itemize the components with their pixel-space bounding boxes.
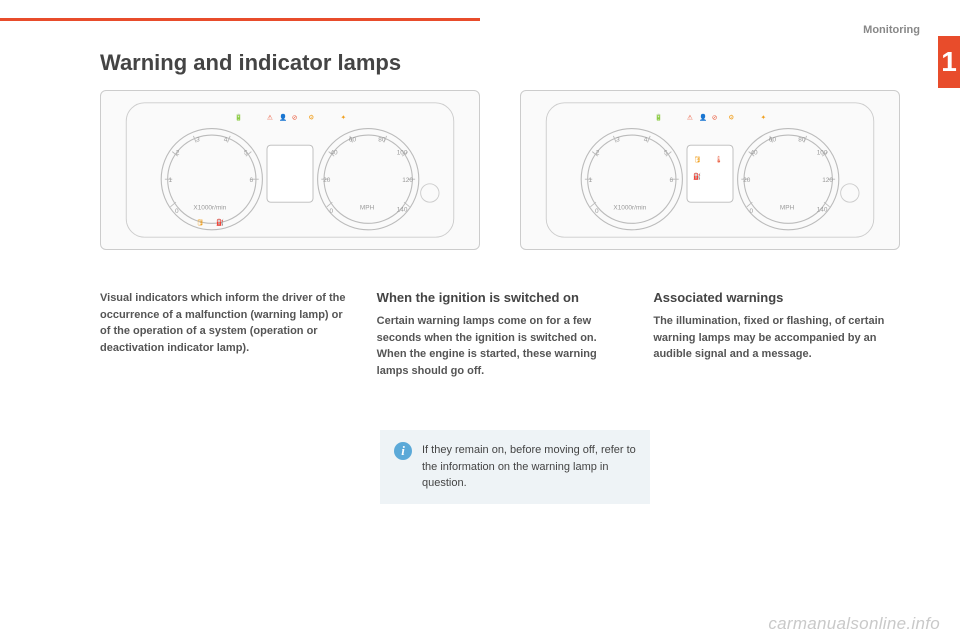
- mph-label: MPH: [360, 205, 375, 212]
- svg-text:👤: 👤: [699, 113, 707, 121]
- column-right: Associated warnings The illumination, fi…: [653, 290, 900, 379]
- svg-text:2: 2: [596, 149, 600, 156]
- svg-text:3: 3: [616, 136, 620, 143]
- chapter-tab: 1: [938, 36, 960, 88]
- fuel-icon: ⛽: [216, 218, 224, 226]
- mph-20: 20: [323, 177, 331, 184]
- instrument-cluster-figure-1: 0 1 2 3 4 5 6 X1000r/min 🛢 ⛽: [100, 90, 480, 250]
- svg-text:🔋: 🔋: [655, 113, 663, 121]
- right-text: The illumination, fixed or flashing, of …: [653, 313, 900, 363]
- rpm-1: 1: [169, 177, 173, 184]
- oil-icon: 🛢: [196, 218, 204, 226]
- top-rule: [0, 18, 480, 21]
- left-text: Visual indicators which inform the drive…: [100, 290, 347, 356]
- column-left: Visual indicators which inform the drive…: [100, 290, 347, 379]
- svg-text:MPH: MPH: [780, 205, 795, 212]
- rpm-3: 3: [196, 136, 200, 143]
- text-columns: Visual indicators which inform the drive…: [100, 290, 900, 379]
- mph-100: 100: [397, 149, 408, 156]
- svg-text:1: 1: [589, 177, 593, 184]
- svg-text:5: 5: [664, 149, 668, 156]
- page-title: Warning and indicator lamps: [100, 50, 401, 76]
- mph-120: 120: [402, 177, 413, 184]
- rpm-6: 6: [250, 177, 254, 184]
- info-text: If they remain on, before moving off, re…: [422, 442, 636, 492]
- page: Monitoring 1 Warning and indicator lamps: [0, 0, 960, 640]
- cluster-svg-2: 0 1 2 3 4 5 6 X1000r/min 🛢 🌡 ⛽: [531, 101, 889, 239]
- column-middle: When the ignition is switched on Certain…: [377, 290, 624, 379]
- rpm-4: 4: [224, 136, 228, 143]
- airbag-icon: 👤: [279, 113, 287, 121]
- figures-row: 0 1 2 3 4 5 6 X1000r/min 🛢 ⛽: [100, 90, 900, 250]
- svg-text:0: 0: [750, 208, 754, 215]
- battery-icon: 🔋: [235, 113, 243, 121]
- svg-text:⚙: ⚙: [728, 114, 734, 121]
- info-box: i If they remain on, before moving off, …: [380, 430, 650, 504]
- screen-oil-icon: 🛢: [693, 156, 701, 164]
- svg-text:140: 140: [817, 206, 828, 213]
- svg-text:⚠: ⚠: [687, 114, 693, 121]
- cluster-svg-1: 0 1 2 3 4 5 6 X1000r/min 🛢 ⛽: [111, 101, 469, 239]
- middle-heading: When the ignition is switched on: [377, 290, 624, 305]
- watermark: carmanualsonline.info: [768, 614, 940, 634]
- rpm-label: X1000r/min: [193, 205, 226, 212]
- svg-text:60: 60: [769, 136, 777, 143]
- right-heading: Associated warnings: [653, 290, 900, 305]
- svg-text:100: 100: [817, 149, 828, 156]
- svg-text:⊘: ⊘: [712, 114, 717, 121]
- info-icon: i: [394, 442, 412, 460]
- svg-text:40: 40: [750, 149, 758, 156]
- seatbelt-icon: ⚠: [267, 114, 273, 121]
- svg-text:X1000r/min: X1000r/min: [613, 205, 646, 212]
- instrument-cluster-figure-2: 0 1 2 3 4 5 6 X1000r/min 🛢 🌡 ⛽: [520, 90, 900, 250]
- svg-text:6: 6: [670, 177, 674, 184]
- svg-text:80: 80: [798, 136, 806, 143]
- section-label: Monitoring: [863, 24, 920, 36]
- brake-icon: ⊘: [292, 114, 297, 121]
- svg-text:4: 4: [644, 136, 648, 143]
- rpm-2: 2: [176, 149, 180, 156]
- screen-temp-icon: 🌡: [715, 156, 723, 164]
- abs-icon: ✦: [341, 114, 346, 121]
- mph-140: 140: [397, 206, 408, 213]
- svg-text:0: 0: [595, 208, 599, 215]
- screen-fuel-icon: ⛽: [693, 172, 701, 180]
- mph-60: 60: [349, 136, 357, 143]
- svg-text:20: 20: [743, 177, 751, 184]
- mph-0: 0: [330, 208, 334, 215]
- svg-text:120: 120: [822, 177, 833, 184]
- rpm-0: 0: [175, 208, 179, 215]
- mph-40: 40: [330, 149, 338, 156]
- svg-text:✦: ✦: [761, 114, 766, 121]
- middle-text: Certain warning lamps come on for a few …: [377, 313, 624, 379]
- engine-icon: ⚙: [308, 114, 314, 121]
- rpm-5: 5: [244, 149, 248, 156]
- mph-80: 80: [378, 136, 386, 143]
